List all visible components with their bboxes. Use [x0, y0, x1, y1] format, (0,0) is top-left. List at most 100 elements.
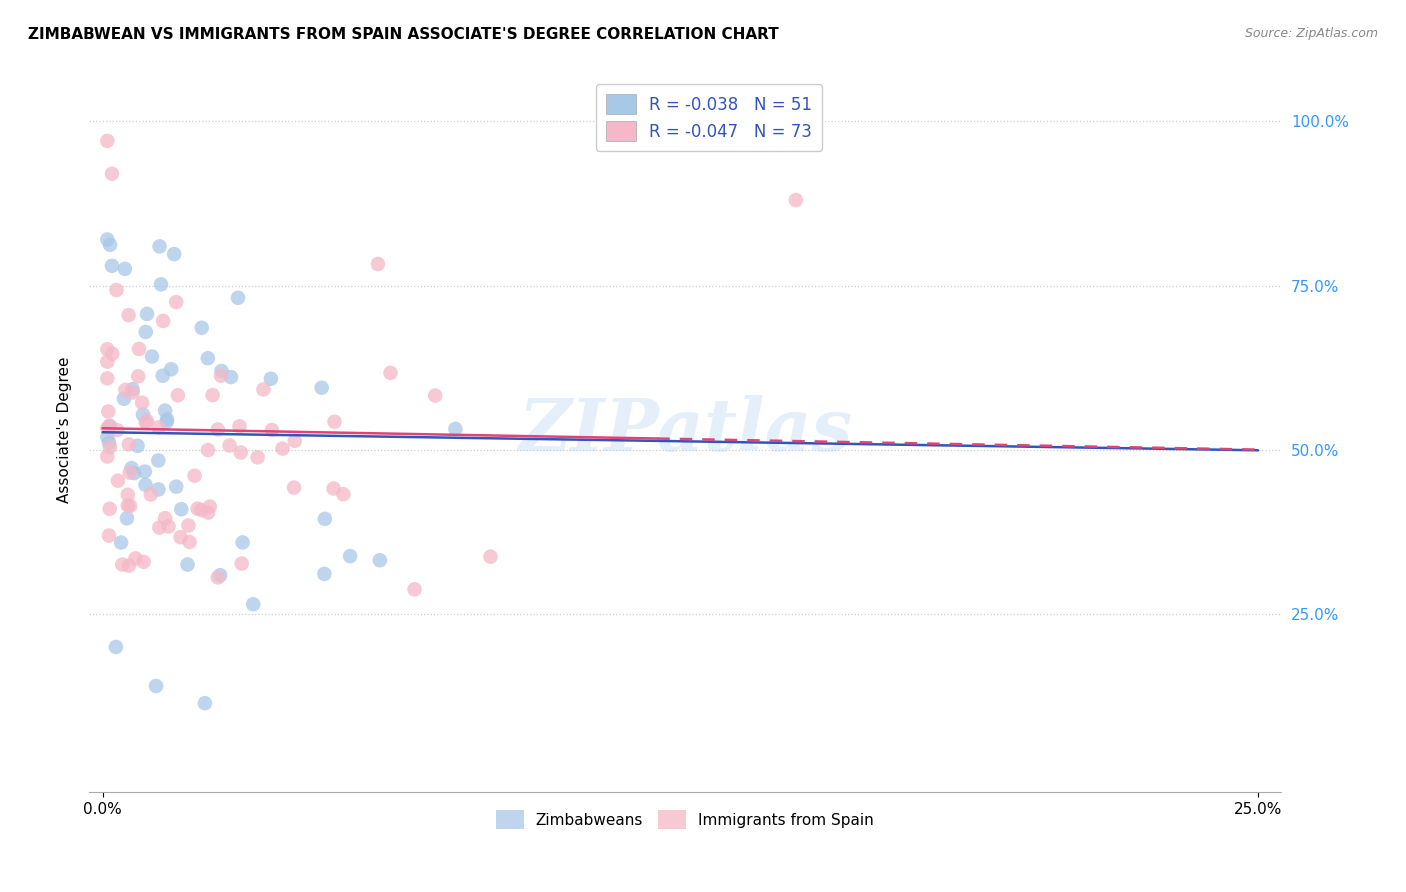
Point — [141, 350, 163, 364]
Point — [479, 549, 502, 564]
Point — [187, 501, 209, 516]
Point — [96, 134, 118, 148]
Point — [101, 347, 124, 361]
Point — [132, 555, 155, 569]
Point — [96, 430, 118, 444]
Legend: Zimbabweans, Immigrants from Spain: Zimbabweans, Immigrants from Spain — [489, 804, 880, 835]
Point — [226, 291, 249, 305]
Point — [167, 388, 190, 402]
Point — [127, 439, 149, 453]
Point — [209, 368, 232, 383]
Point — [209, 568, 232, 582]
Point — [246, 450, 269, 465]
Point — [201, 388, 224, 402]
Point — [131, 395, 153, 409]
Point — [136, 307, 159, 321]
Point — [98, 440, 121, 454]
Point — [169, 530, 191, 544]
Point — [132, 408, 155, 422]
Point — [117, 499, 139, 513]
Point — [231, 557, 253, 571]
Point — [152, 368, 174, 383]
Point — [207, 570, 229, 584]
Point — [121, 385, 143, 400]
Point — [228, 419, 250, 434]
Point — [96, 421, 118, 435]
Point — [98, 419, 121, 434]
Point — [96, 354, 118, 368]
Point — [124, 551, 146, 566]
Point — [107, 474, 129, 488]
Point — [311, 381, 333, 395]
Point — [368, 553, 391, 567]
Point — [134, 477, 156, 491]
Point — [135, 414, 157, 428]
Point — [115, 511, 138, 525]
Point — [160, 362, 183, 376]
Point — [139, 487, 162, 501]
Point — [190, 503, 212, 517]
Point — [163, 247, 186, 261]
Point — [117, 308, 139, 322]
Point — [135, 415, 157, 429]
Point — [128, 342, 150, 356]
Point — [105, 423, 128, 437]
Point — [98, 237, 121, 252]
Point — [148, 483, 170, 497]
Point — [101, 167, 124, 181]
Point — [153, 511, 176, 525]
Point — [127, 369, 149, 384]
Text: ZIMBABWEAN VS IMMIGRANTS FROM SPAIN ASSOCIATE'S DEGREE CORRELATION CHART: ZIMBABWEAN VS IMMIGRANTS FROM SPAIN ASSO… — [28, 27, 779, 42]
Point — [96, 371, 118, 385]
Point — [148, 453, 170, 467]
Point — [219, 370, 242, 384]
Point — [194, 696, 217, 710]
Point — [170, 502, 193, 516]
Point — [271, 442, 294, 456]
Point — [111, 558, 134, 572]
Point — [97, 528, 120, 542]
Point — [176, 558, 198, 572]
Point — [121, 461, 143, 475]
Point — [242, 597, 264, 611]
Point — [118, 558, 141, 573]
Point — [179, 535, 201, 549]
Point — [229, 445, 252, 459]
Point — [785, 193, 807, 207]
Point — [314, 512, 336, 526]
Text: ZIPatlas: ZIPatlas — [517, 395, 852, 466]
Point — [97, 404, 120, 418]
Point — [96, 450, 118, 464]
Point — [105, 283, 128, 297]
Point — [117, 488, 139, 502]
Point — [114, 261, 136, 276]
Point — [339, 549, 361, 563]
Point — [112, 392, 135, 406]
Point — [156, 412, 179, 426]
Point — [260, 423, 283, 437]
Point — [380, 366, 402, 380]
Point — [156, 415, 179, 429]
Point — [177, 518, 200, 533]
Point — [150, 277, 173, 292]
Point — [118, 466, 141, 480]
Point — [283, 481, 305, 495]
Y-axis label: Associate's Degree: Associate's Degree — [58, 357, 72, 503]
Point — [152, 314, 174, 328]
Point — [190, 320, 212, 334]
Point — [197, 351, 219, 366]
Point — [323, 415, 346, 429]
Point — [98, 435, 121, 450]
Point — [284, 434, 307, 448]
Point — [197, 443, 219, 458]
Point — [153, 403, 176, 417]
Point — [332, 487, 354, 501]
Point — [404, 582, 426, 597]
Point — [207, 423, 229, 437]
Point — [114, 383, 136, 397]
Point — [183, 468, 205, 483]
Point — [118, 437, 141, 451]
Point — [252, 383, 274, 397]
Point — [120, 499, 142, 513]
Point — [134, 465, 156, 479]
